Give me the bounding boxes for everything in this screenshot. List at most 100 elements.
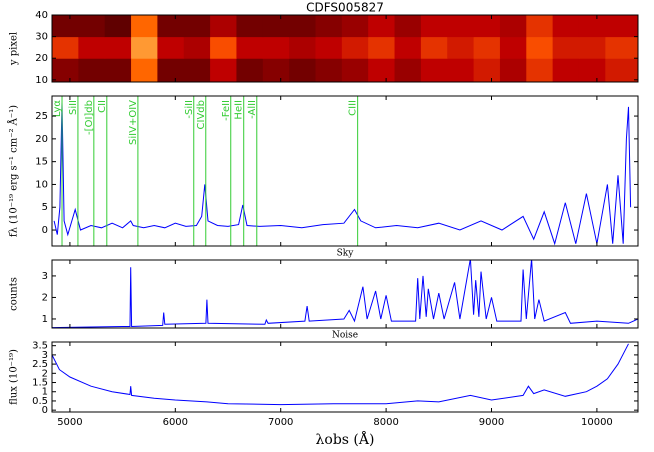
heat-cell [289,37,316,59]
panel-title: Noise [332,331,358,341]
heat-cell [474,58,501,82]
line-label: -FeII [221,100,232,121]
x-tick-label: 8000 [373,417,398,428]
axes-frame [52,342,638,412]
y-tick-label: 20 [35,53,48,64]
y-tick-label: 3 [42,271,48,282]
heat-cell [553,37,580,59]
heat-cell [263,58,290,82]
x-tick-label: 5000 [57,417,82,428]
heat-cell [447,37,474,59]
heat-cell [210,37,237,59]
heat-cell [315,15,342,37]
line-label: SiIV+OIV [128,100,139,145]
spectrum-line [52,344,629,405]
spectrum-line [54,102,631,243]
x-tick-label: 7000 [268,417,293,428]
heat-cell [78,15,105,37]
line-label: -[OI]db [84,100,95,135]
heat-cell [395,15,422,37]
y-tick-label: 2 [42,292,48,303]
plot-area [52,259,638,328]
panel-title: CDFS005827 [306,1,384,15]
heat-cell [342,37,369,59]
heat-cell [579,37,606,59]
heat-cell [474,15,501,37]
x-axis-label: λobs (Å) [316,430,375,448]
heat-cell [368,58,395,82]
y-axis-label: flux (10⁻¹⁹) [9,349,20,405]
heat-cell [395,37,422,59]
heat-cell [421,37,448,59]
heat-cell [131,58,158,82]
heat-cell [526,15,553,37]
heat-cell [315,37,342,59]
y-axis-label: fλ (10⁻¹⁹ erg s⁻¹ cm⁻² Å⁻¹) [8,105,20,237]
y-tick-label: 10 [35,179,48,190]
heat-cell [263,15,290,37]
heat-cell [421,15,448,37]
heat-cell [105,58,132,82]
heat-cell [52,37,79,59]
heat-cell [605,37,638,59]
y-tick-label: 15 [35,157,48,168]
heat-cell [52,15,79,37]
y-axis-label: counts [9,277,20,311]
line-label: CIVdb [196,100,207,129]
y-tick-label: 5 [42,202,48,213]
y-tick-label: 10 [35,75,48,86]
heat-cell [579,58,606,82]
heat-cell [157,58,184,82]
heat-cell [289,15,316,37]
axes-frame [52,96,638,246]
plot-area [52,344,629,405]
heat-cell [157,15,184,37]
x-tick-label: 6000 [163,417,188,428]
heat-cell [500,37,527,59]
heat-cell [105,15,132,37]
line-label: CIII [348,100,359,116]
y-tick-label: 0 [42,225,48,236]
heat-cell [526,58,553,82]
heat-cell [289,58,316,82]
heat-cell [184,15,211,37]
y-tick-label: 30 [35,32,48,43]
y-axis-label: y pixel [9,32,20,66]
plot-area [52,15,639,83]
heat-cell [52,58,79,82]
line-label: -AlII [247,100,258,119]
heat-cell [210,58,237,82]
heat-cell [157,37,184,59]
y-tick-label: 20 [35,134,48,145]
heat-cell [447,58,474,82]
heat-cell [184,58,211,82]
figure: 10203040CDFS005827y pixelLyαSiII-[OI]dbC… [0,0,654,452]
heat-cell [78,37,105,59]
heat-cell [526,37,553,59]
y-tick-label: 1 [42,314,48,325]
heat-cell [368,37,395,59]
y-tick-label: 3.5 [32,341,48,352]
heat-cell [579,15,606,37]
heat-cell [553,58,580,82]
heat-cell [78,58,105,82]
heat-cell [500,58,527,82]
heat-cell [210,15,237,37]
heat-cell [315,58,342,82]
spectrum-line [52,259,638,328]
heat-cell [395,58,422,82]
heat-cell [447,15,474,37]
line-label: SiII [68,100,79,115]
heat-cell [184,37,211,59]
x-tick-label: 10000 [581,417,613,428]
heat-cell [368,15,395,37]
plot-area [54,102,631,243]
heat-cell [342,58,369,82]
y-tick-label: 40 [35,10,48,21]
heat-cell [421,58,448,82]
heat-cell [605,15,638,37]
line-label: HeII [234,100,245,120]
heat-cell [500,15,527,37]
heat-cell [605,58,638,82]
line-label: -SiII [184,100,195,119]
